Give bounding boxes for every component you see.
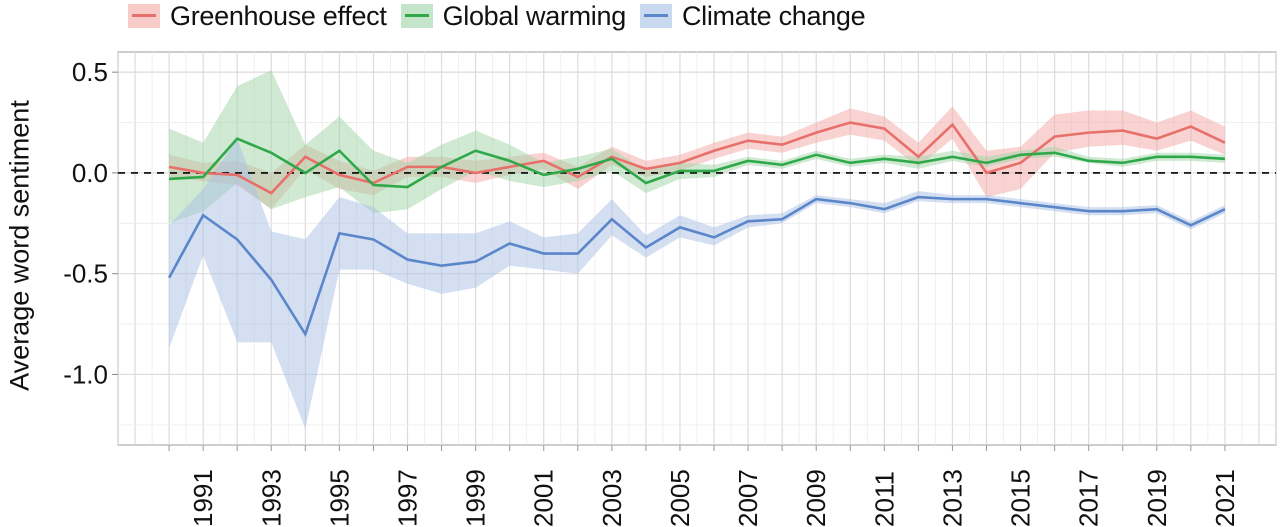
legend-item-climate-change[interactable]: Climate change xyxy=(639,0,866,32)
x-tick-label: 2005 xyxy=(665,469,695,527)
x-tick-label: 1991 xyxy=(188,469,218,527)
legend-label: Climate change xyxy=(681,0,866,31)
x-tick-label: 2011 xyxy=(869,471,899,527)
legend: Greenhouse effect Global warming Climate… xyxy=(128,0,879,32)
y-axis: 0.5 0.0 -0.5 -1.0 xyxy=(63,57,118,389)
legend-swatch-climate-change xyxy=(639,4,672,28)
line-climate-change xyxy=(167,195,1226,338)
line-global-warming xyxy=(169,137,1225,189)
x-tick-label: 2013 xyxy=(937,469,967,527)
x-tick-label: 2007 xyxy=(733,469,763,527)
x-tick-label: 1993 xyxy=(256,469,286,527)
legend-item-global-warming[interactable]: Global warming xyxy=(400,0,627,32)
x-tick-label: 2017 xyxy=(1074,469,1104,527)
y-tick-label: -1.0 xyxy=(63,359,108,389)
x-tick-label: 2001 xyxy=(529,469,559,527)
band-global-warming xyxy=(169,70,1225,224)
x-tick-label: 2009 xyxy=(801,469,831,527)
y-tick-label: 0.0 xyxy=(72,158,108,188)
x-axis: 1991 1993 1995 1997 1999 2001 2003 2005 2007 2009… xyxy=(168,445,1240,527)
y-tick-label: -0.5 xyxy=(63,259,108,289)
legend-swatch-global-warming xyxy=(400,4,433,28)
x-tick-label: 1999 xyxy=(461,469,491,527)
y-tick-label: 0.5 xyxy=(72,57,108,87)
x-tick-label: 2015 xyxy=(1006,469,1036,527)
legend-label: Global warming xyxy=(442,0,627,31)
y-axis-label: Average word sentiment xyxy=(4,100,35,391)
x-tick-label: 1995 xyxy=(324,469,354,527)
x-tick-label: 2019 xyxy=(1142,469,1172,527)
series-lines xyxy=(167,121,1226,338)
legend-label: Greenhouse effect xyxy=(170,0,387,31)
x-tick-label: 1997 xyxy=(393,469,423,527)
x-tick-label: 2003 xyxy=(597,469,627,527)
x-tick-label: 2021 xyxy=(1210,469,1240,527)
line-greenhouse-effect xyxy=(168,121,1226,195)
legend-swatch-greenhouse-effect xyxy=(128,4,160,28)
legend-item-greenhouse-effect[interactable]: Greenhouse effect xyxy=(128,1,387,32)
